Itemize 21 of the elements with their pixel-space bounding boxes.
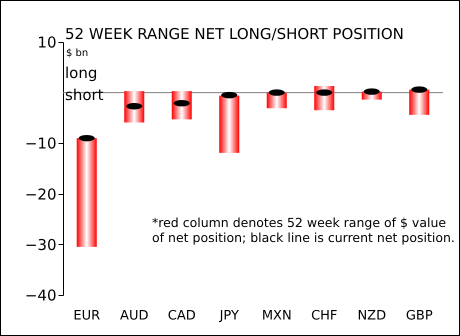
- bar: [219, 96, 240, 153]
- x-tick-label: AUD: [120, 308, 148, 324]
- annotation: *red column denotes 52 week range of $ value of net position; black line is current net position.: [152, 215, 456, 245]
- x-tick-label: JPY: [218, 308, 239, 324]
- x-tick-label: MXN: [262, 308, 292, 324]
- x-tick-label: CHF: [311, 308, 338, 324]
- annotation: short: [65, 86, 104, 104]
- y-tick-label: −10: [24, 134, 56, 153]
- x-tick-label: CAD: [168, 308, 196, 324]
- y-tick-label: −40: [24, 286, 56, 304]
- y-tick-label: −20: [24, 185, 56, 204]
- bar: [409, 90, 430, 115]
- y-tick-label: 10: [37, 34, 56, 52]
- annotation: long: [65, 64, 98, 82]
- y-axis-title: $ bn: [66, 48, 88, 59]
- chart-title: 52 WEEK RANGE NET LONG/SHORT POSITION: [65, 25, 404, 43]
- x-tick-label: GBP: [406, 308, 433, 324]
- x-tick-label: EUR: [73, 308, 100, 324]
- bar: [76, 138, 97, 247]
- y-tick-label: −30: [24, 236, 56, 254]
- x-tick-label: NZD: [357, 308, 386, 324]
